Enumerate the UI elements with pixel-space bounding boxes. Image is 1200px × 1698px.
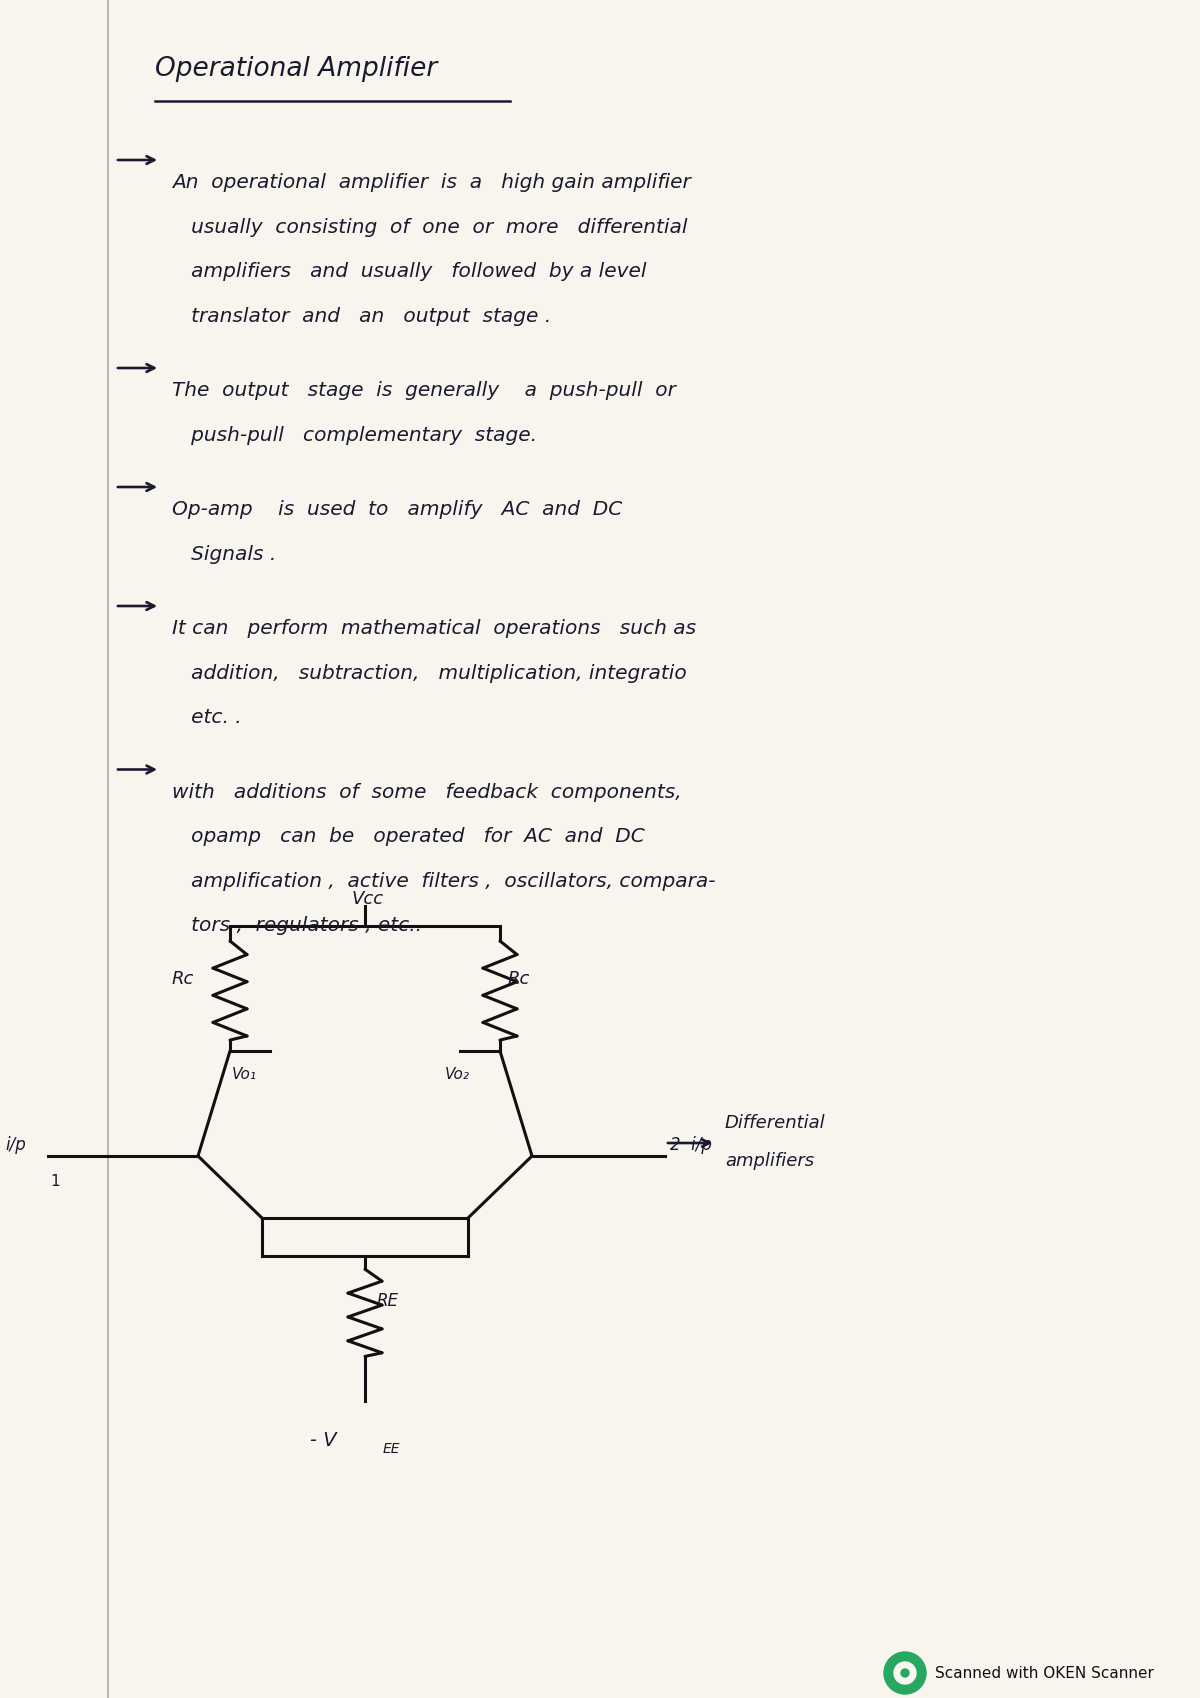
Text: with   additions  of  some   feedback  components,: with additions of some feedback componen… (172, 783, 682, 801)
Text: Vo₁: Vo₁ (232, 1066, 257, 1082)
Text: Operational Amplifier: Operational Amplifier (155, 56, 437, 82)
Text: Scanned with OKEN Scanner: Scanned with OKEN Scanner (935, 1666, 1154, 1681)
Text: push-pull   complementary  stage.: push-pull complementary stage. (172, 426, 538, 445)
Text: amplifiers   and  usually   followed  by a level: amplifiers and usually followed by a lev… (172, 261, 647, 280)
Text: The  output   stage  is  generally    a  push-pull  or: The output stage is generally a push-pul… (172, 380, 676, 401)
Text: EE: EE (383, 1442, 401, 1455)
Text: Differential: Differential (725, 1114, 826, 1133)
Text: 1: 1 (50, 1173, 60, 1189)
Text: addition,   subtraction,   multiplication, integratio: addition, subtraction, multiplication, i… (172, 664, 686, 683)
Text: Op-amp    is  used  to   amplify   AC  and  DC: Op-amp is used to amplify AC and DC (172, 499, 623, 520)
Text: Rc: Rc (508, 970, 530, 988)
Text: Signals .: Signals . (172, 545, 276, 564)
Text: Rc: Rc (172, 970, 194, 988)
Circle shape (901, 1669, 910, 1678)
Text: tors ,  regulators , etc..: tors , regulators , etc.. (172, 915, 422, 936)
Text: i/p: i/p (5, 1136, 25, 1155)
Text: opamp   can  be   operated   for  AC  and  DC: opamp can be operated for AC and DC (172, 827, 644, 846)
Text: RE: RE (377, 1292, 398, 1309)
Text: It can   perform  mathematical  operations   such as: It can perform mathematical operations s… (172, 620, 696, 638)
Text: etc. .: etc. . (172, 708, 241, 727)
Circle shape (884, 1652, 926, 1695)
Text: translator  and   an   output  stage .: translator and an output stage . (172, 307, 551, 326)
Text: 2  i/p: 2 i/p (670, 1136, 712, 1155)
Text: An  operational  amplifier  is  a   high gain amplifier: An operational amplifier is a high gain … (172, 173, 691, 192)
Text: - V: - V (310, 1431, 337, 1450)
Circle shape (894, 1662, 916, 1684)
Text: usually  consisting  of  one  or  more   differential: usually consisting of one or more differ… (172, 217, 688, 236)
Text: Vo₂: Vo₂ (445, 1066, 470, 1082)
Text: Vcc: Vcc (352, 890, 384, 908)
Text: amplification ,  active  filters ,  oscillators, compara-: amplification , active filters , oscilla… (172, 871, 715, 890)
Text: amplifiers: amplifiers (725, 1151, 814, 1170)
